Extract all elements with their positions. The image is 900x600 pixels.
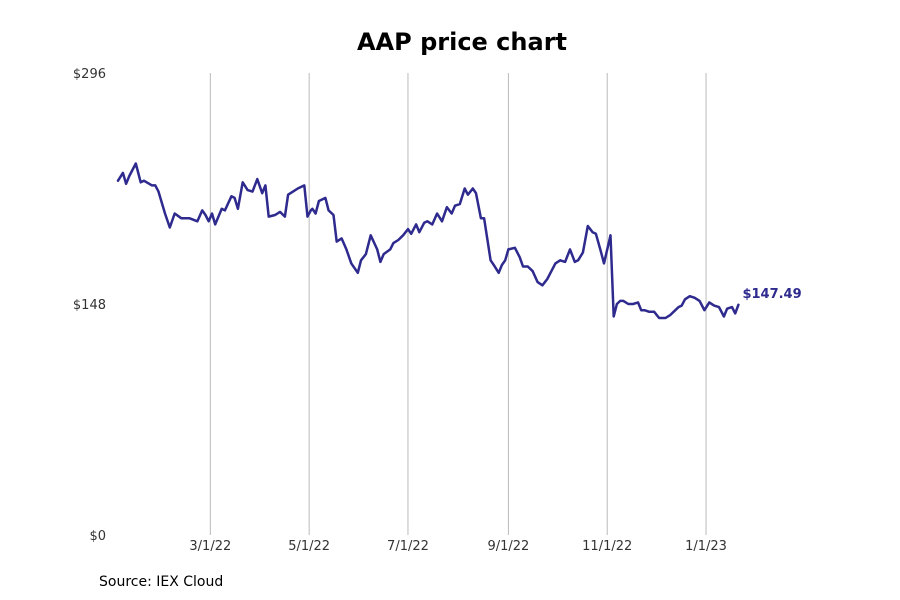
y-tick-label: $148: [73, 298, 106, 313]
x-tick-label: 9/1/22: [487, 539, 529, 554]
series: [116, 162, 740, 320]
x-tick-label: 7/1/22: [387, 539, 429, 554]
x-tick-label: 11/1/22: [582, 539, 632, 554]
chart-title: AAP price chart: [356, 28, 567, 56]
price-line: [116, 162, 740, 320]
x-tick-label: 3/1/22: [189, 539, 231, 554]
last-price-label: $147.49: [742, 287, 801, 302]
x-tick-label: 1/1/23: [685, 539, 727, 554]
x-axis-ticks: 3/1/22 5/1/22 7/1/22 9/1/22 11/1/22 1/1/23: [189, 539, 727, 554]
y-tick-label: $0: [89, 529, 106, 544]
source-note: Source: IEX Cloud: [99, 574, 224, 590]
y-axis-ticks: $0 $148 $296: [73, 67, 106, 544]
gridlines: [209, 73, 707, 535]
y-tick-label: $296: [73, 67, 106, 82]
end-marker: $147.49: [742, 287, 801, 302]
x-tick-label: 5/1/22: [288, 539, 330, 554]
